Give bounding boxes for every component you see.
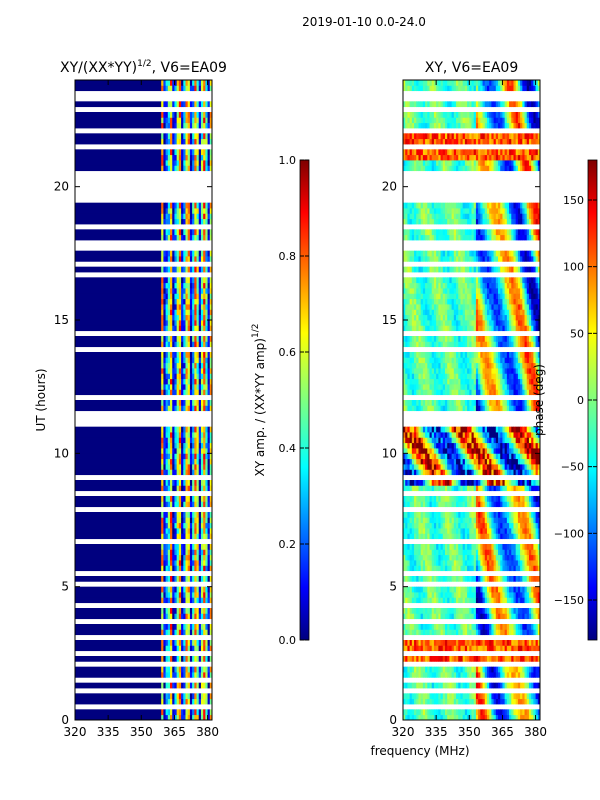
y-tick-label: 20: [382, 180, 397, 194]
x-tick-label: 380: [524, 725, 547, 739]
amplitude-title: XY/(XX*YY)1/2, V6=EA09: [60, 59, 227, 76]
y-tick-label: 0: [61, 713, 69, 727]
colorbar-tick-label: 0: [577, 394, 584, 407]
y-tick-label: 15: [54, 313, 69, 327]
y-tick-label: 5: [61, 580, 69, 594]
amplitude-colorbar-ramp: [299, 159, 310, 641]
x-tick-label: 320: [64, 725, 87, 739]
x-tick-label: 350: [130, 725, 153, 739]
x-tick-label: 320: [392, 725, 415, 739]
y-tick-label: 15: [382, 313, 397, 327]
colorbar-tick-label: −50: [561, 461, 584, 474]
phase-title: XY, V6=EA09: [425, 60, 519, 76]
colorbar-tick-label: 0.8: [279, 250, 297, 263]
x-tick-label: 335: [97, 725, 120, 739]
x-tick-label: 335: [425, 725, 448, 739]
y-tick-label: 20: [54, 180, 69, 194]
frequency-axis-label: frequency (MHz): [370, 744, 469, 758]
phase-colorbar: −150 −100 −50 0 50 100 150 phase (deg): [532, 159, 598, 641]
colorbar-tick-label: −150: [554, 594, 584, 607]
colorbar-tick-label: −100: [554, 527, 584, 540]
phase-axes-frame: [402, 79, 541, 721]
x-tick-label: 380: [196, 725, 219, 739]
phase-panel: XY, V6=EA09 320 335 350 365 380 0 5 10 15 20 freq…: [370, 60, 547, 758]
colorbar-tick-label: 0.6: [279, 346, 297, 359]
y-tick-label: 0: [389, 713, 397, 727]
colorbar-tick-label: 50: [570, 327, 584, 340]
y-tick-label: 5: [389, 580, 397, 594]
colorbar-tick-label: 0.2: [279, 538, 297, 551]
ut-axis-label: UT (hours): [34, 368, 48, 431]
amplitude-axes-frame: [74, 79, 213, 721]
colorbar-tick-label: 1.0: [279, 154, 297, 167]
amplitude-heatmap: [75, 80, 212, 720]
x-tick-label: 365: [163, 725, 186, 739]
x-tick-label: 350: [458, 725, 481, 739]
y-tick-label: 10: [54, 446, 69, 460]
colorbar-tick-label: 150: [563, 194, 584, 207]
phase-colorbar-label: phase (deg): [532, 364, 546, 436]
amplitude-colorbar-label: XY amp. / (XX*YY amp)1/2: [251, 324, 267, 477]
y-tick-label: 10: [382, 446, 397, 460]
colorbar-tick-label: 100: [563, 261, 584, 274]
amplitude-panel: XY/(XX*YY)1/2, V6=EA09 320 335 350 365 380 0 5…: [34, 59, 227, 739]
colorbar-tick-label: 0.0: [279, 634, 297, 647]
phase-heatmap: [403, 80, 540, 720]
figure-title: 2019-01-10 0.0-24.0: [302, 15, 426, 29]
colorbar-tick-label: 0.4: [279, 442, 297, 455]
amplitude-colorbar: 0.0 0.2 0.4 0.6 0.8 1.0 XY amp. / (XX*YY amp)…: [251, 154, 310, 647]
x-tick-label: 365: [491, 725, 514, 739]
